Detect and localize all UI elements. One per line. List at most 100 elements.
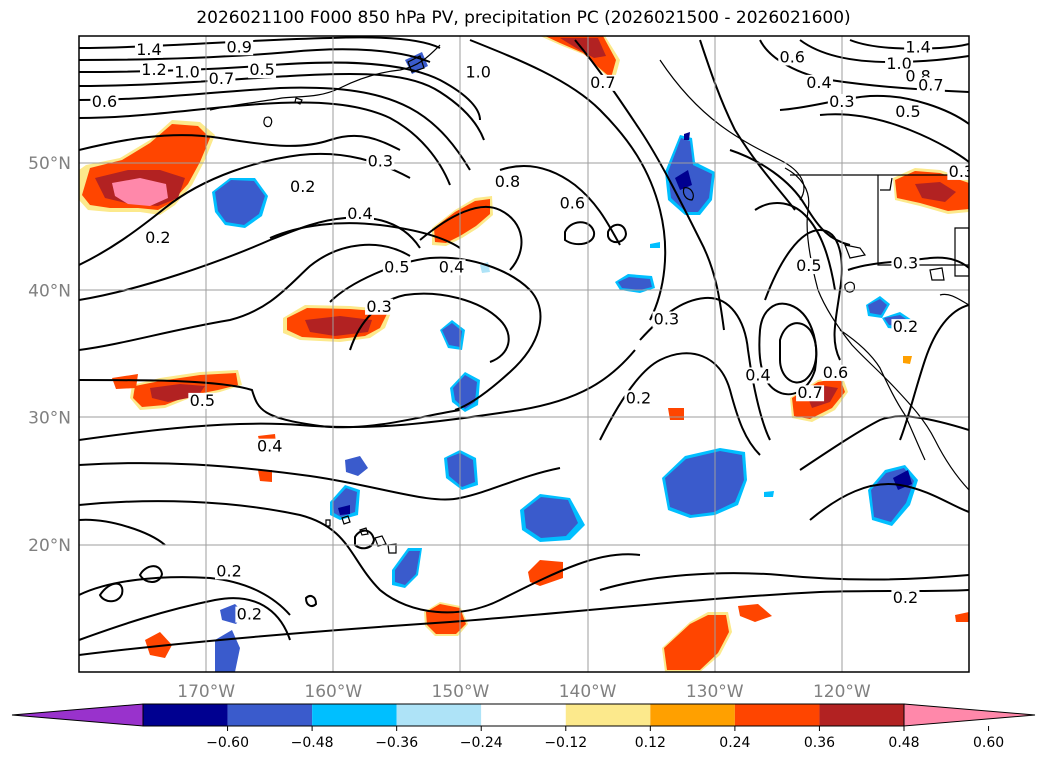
precip-positive-areas <box>79 36 969 672</box>
map-background <box>79 36 969 672</box>
contour-label: 0.2 <box>145 228 170 247</box>
contour-label: 0.5 <box>249 60 274 79</box>
contour-label-background <box>207 71 236 88</box>
map-title: 2026021100 F000 850 hPa PV, precipitatio… <box>196 8 851 28</box>
colorbar-bin <box>734 704 820 726</box>
contour-label: 0.9 <box>226 37 251 56</box>
colorbar-bin <box>650 704 735 726</box>
contour-label-background <box>288 179 317 196</box>
contour-label: 0.5 <box>384 257 409 276</box>
contour-label: 0.6 <box>92 92 117 111</box>
contour-label-background <box>743 367 772 384</box>
contour-label-background <box>821 364 850 381</box>
contour-label: 0.4 <box>806 73 831 92</box>
contour-label-background <box>188 392 217 409</box>
colorbar-tick-label: −0.12 <box>544 735 587 751</box>
contour-label: 0.3 <box>893 254 918 273</box>
colorbar-tick-label: 0.60 <box>973 735 1004 751</box>
contour-label-background <box>624 390 653 407</box>
lon-tick-label: 120°W <box>813 682 871 702</box>
contour-label-background <box>215 563 244 580</box>
contour-label: 0.6 <box>780 47 805 66</box>
contour-label: 1.0 <box>466 63 491 82</box>
contour-labels: 1.41.2 1.0 0.70.90.50.61.00.70.30.20.40.20… <box>90 37 969 624</box>
lat-tick-label: 20°N <box>28 536 71 556</box>
lon-tick-label: 170°W <box>177 682 235 702</box>
precip-negative-areas <box>212 52 918 672</box>
contour-label-background <box>382 259 411 276</box>
contour-label: 0.6 <box>560 194 585 213</box>
contour-label-background <box>891 590 920 607</box>
contour-label-background <box>248 62 277 79</box>
colorbar-tick-label: 0.12 <box>635 735 666 751</box>
map-frame <box>78 35 970 673</box>
contour-label-background <box>804 74 833 91</box>
contour-label-background <box>794 258 823 275</box>
colorbar-bin <box>819 704 904 726</box>
contour-label-background <box>893 104 922 121</box>
colorbar-tick-label: 0.24 <box>719 735 750 751</box>
lat-tick-label: 40°N <box>28 281 71 301</box>
contour-label-background <box>345 205 374 222</box>
contour-label: 0.4 <box>745 365 770 384</box>
colorbar-bin <box>143 704 228 726</box>
contour-label-background <box>140 62 169 79</box>
contour-label-background <box>652 311 681 328</box>
contour-label-background <box>235 606 264 623</box>
contour-label: 0.2 <box>237 605 262 624</box>
contour-label: 0.3 <box>368 152 393 171</box>
contour-label-background <box>437 259 466 276</box>
contour-label: 0.5 <box>190 391 215 410</box>
contour-label-background <box>143 230 172 247</box>
colorbar-frame <box>142 703 905 727</box>
contour-label-background <box>90 93 119 110</box>
gridlines <box>79 36 969 672</box>
contour-label: 0.7 <box>918 75 943 94</box>
colorbar-tick-label: −0.36 <box>375 735 418 751</box>
coastlines <box>209 44 969 554</box>
contour-label: 0.2 <box>893 317 918 336</box>
contour-label-background <box>827 93 856 110</box>
contour-label-background <box>493 174 522 191</box>
contour-label-background <box>588 74 617 91</box>
contour-label: 0.7 <box>209 69 234 88</box>
colorbar: −0.60 −0.48 −0.36 −0.24 −0.12 0.12 0.24 0.36 0.4… <box>11 703 1036 751</box>
contour-label: 1.0 <box>174 63 199 82</box>
contour-label: 0.7 <box>590 73 615 92</box>
colorbar-tick-label: −0.48 <box>291 735 334 751</box>
lon-tick-label: 130°W <box>686 682 744 702</box>
contour-label: 0.2 <box>626 388 651 407</box>
contour-label-background <box>464 64 493 81</box>
lon-tick-label: 140°W <box>559 682 617 702</box>
colorbar-over-extension <box>903 703 1036 727</box>
contour-label-background <box>778 49 807 66</box>
contour-label: 0.5 <box>895 102 920 121</box>
contour-label-background <box>365 298 394 315</box>
contour-label-background <box>891 319 920 336</box>
colorbar-tick-label: 0.36 <box>804 735 835 751</box>
lat-tick-label: 30°N <box>28 409 71 429</box>
colorbar-bin <box>396 704 482 726</box>
contour-label-background <box>916 77 945 94</box>
contour-label-background <box>891 255 920 272</box>
contour-label: 0.3 <box>366 297 391 316</box>
colorbar-tick-label: −0.24 <box>460 735 503 751</box>
contour-label-background <box>885 55 914 72</box>
contour-label: 1.2 <box>141 60 166 79</box>
contour-label: 0.5 <box>796 256 821 275</box>
colorbar-tick-label: 0.48 <box>888 735 919 751</box>
contour-label-background <box>366 153 395 170</box>
contour-label-background <box>904 39 933 56</box>
contour-label-background <box>255 438 284 455</box>
contour-label: 0.4 <box>439 257 464 276</box>
contour-label: 1.0 <box>886 54 911 73</box>
contour-label-background <box>173 64 202 81</box>
contour-label: 0.7 <box>797 383 822 402</box>
contour-label: 0.2 <box>290 177 315 196</box>
contour-label: 0.6 <box>823 363 848 382</box>
contour-label-background <box>558 195 587 212</box>
colorbar-bin <box>481 704 566 726</box>
contour-label: 0.2 <box>216 561 241 580</box>
contour-label-background <box>225 39 254 56</box>
